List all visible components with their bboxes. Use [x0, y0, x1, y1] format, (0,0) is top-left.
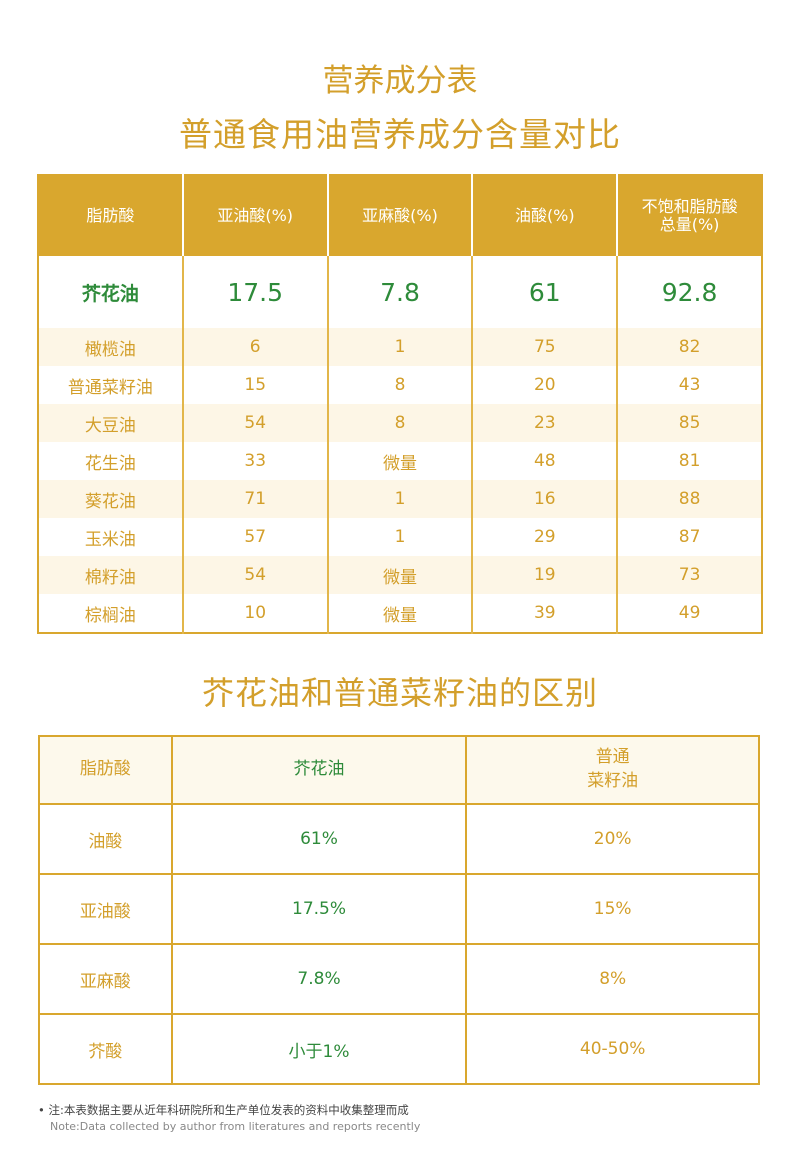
row-label: 油酸: [38, 803, 173, 875]
table-cell: 8%: [465, 943, 760, 1015]
row-label: 亚油酸: [38, 873, 173, 945]
table-cell: 7.8: [326, 256, 473, 328]
row-label: 大豆油: [38, 404, 183, 442]
table-row: 大豆油 54 8 23 85: [38, 404, 762, 442]
table-cell: 15: [181, 366, 328, 404]
column-header: 脂肪酸: [38, 735, 173, 805]
table-cell: 16: [471, 480, 618, 518]
table-cell: 20: [471, 366, 618, 404]
table-row: 普通菜籽油 15 8 20 43: [38, 366, 762, 404]
table-cell: 82: [616, 328, 762, 366]
row-label: 芥花油: [38, 256, 183, 328]
table-cell: 20%: [465, 803, 760, 875]
row-label: 葵花油: [38, 480, 183, 518]
table-cell: 微量: [326, 594, 473, 633]
row-label: 橄榄油: [38, 328, 183, 366]
table-row: 芥酸 小于1% 40-50%: [38, 1013, 760, 1085]
table-cell: 微量: [326, 556, 473, 594]
table-cell: 81: [616, 442, 762, 480]
column-header: 不饱和脂肪酸 总量(%): [616, 175, 762, 256]
table-row: 亚油酸 17.5% 15%: [38, 873, 760, 945]
table-cell: 73: [616, 556, 762, 594]
row-label: 棕榈油: [84, 605, 136, 626]
table-row: 玉米油 57 1 29 87: [38, 518, 762, 556]
table-cell: 43: [616, 366, 762, 404]
column-header: 芥花油: [170, 735, 468, 805]
column-header: 脂肪酸: [38, 175, 183, 256]
column-header: 油酸(%): [471, 175, 618, 256]
table-cell: 6: [181, 328, 328, 366]
table-row: 葵花油 71 1 16 88: [38, 480, 762, 518]
table-cell: 85: [616, 404, 762, 442]
table-row: 花生油 33 微量 48 81: [38, 442, 762, 480]
table-cell: 75: [471, 328, 618, 366]
table-cell: 71: [181, 480, 328, 518]
row-label: 棉籽油: [38, 556, 183, 594]
table-cell: 92.8: [616, 256, 762, 328]
table-row: 亚麻酸 7.8% 8%: [38, 943, 760, 1015]
table-cell: 61%: [170, 803, 468, 875]
table-cell: 87: [616, 518, 762, 556]
table-cell: 1: [326, 480, 473, 518]
table-cell: 57: [181, 518, 328, 556]
table-cell: 19: [471, 556, 618, 594]
table-cell: 8: [326, 366, 473, 404]
table-cell: 小于1%: [170, 1013, 468, 1085]
table-cell: 29: [471, 518, 618, 556]
table-cell: 33: [181, 442, 328, 480]
footnote-cn: • 注:本表数据主要从近年科研院所和生产单位发表的资料中收集整理而成: [38, 1103, 409, 1117]
table-cell: 88: [616, 480, 762, 518]
column-header: 亚麻酸(%): [326, 175, 473, 256]
section-title: 芥花油和普通菜籽油的区别: [201, 674, 598, 712]
row-label: 玉米油: [84, 529, 136, 550]
column-header: 亚油酸(%): [181, 175, 328, 256]
table-cell: 54: [181, 556, 328, 594]
row-label: 亚麻酸: [38, 943, 173, 1015]
table-cell: 8: [326, 404, 473, 442]
table-cell: 17.5: [181, 256, 328, 328]
table-cell: 7.8%: [170, 943, 468, 1015]
table-row: 棕榈油 10 微量 39 49: [38, 594, 762, 633]
table-cell: 10: [181, 594, 328, 633]
table-cell: 1: [326, 328, 473, 366]
table-cell: 微量: [326, 442, 473, 480]
table-cell: 15%: [465, 873, 760, 945]
page-title: 营养成分表: [322, 63, 478, 99]
table-row: 油酸 61% 20%: [38, 803, 760, 875]
table-row: 棉籽油 54 微量 19 73: [38, 556, 762, 594]
page-subtitle: 普通食用油营养成分含量对比: [179, 115, 621, 154]
row-label: 芥酸: [38, 1013, 173, 1085]
table-cell: 1: [326, 518, 473, 556]
table-row: 橄榄油 6 1 75 82: [38, 328, 762, 366]
table-row: 芥花油 17.5 7.8 61 92.8: [38, 256, 762, 328]
table-cell: 54: [181, 404, 328, 442]
column-header: 普通 菜籽油: [465, 735, 760, 805]
row-label: 普通菜籽油: [67, 377, 153, 398]
canola-vs-rapeseed-table: 脂肪酸 芥花油 普通 菜籽油 油酸 61% 20% 亚油酸 17.5% 15% 亚麻酸 7.8% 8%…: [38, 735, 760, 1085]
table-cell: 48: [471, 442, 618, 480]
footnote-en: Note:Data collected by author from liter…: [50, 1120, 421, 1133]
table-cell: 39: [471, 594, 618, 633]
row-label: 花生油: [84, 453, 136, 474]
table-cell: 17.5%: [170, 873, 468, 945]
table-cell: 23: [471, 404, 618, 442]
table-cell: 61: [471, 256, 618, 328]
oil-comparison-table: 脂肪酸 亚油酸(%) 亚麻酸(%) 油酸(%) 不饱和脂肪酸 总量(%) 芥花油 17.5 7…: [37, 174, 763, 634]
table-cell: 40-50%: [465, 1013, 760, 1085]
table-cell: 49: [616, 594, 762, 633]
